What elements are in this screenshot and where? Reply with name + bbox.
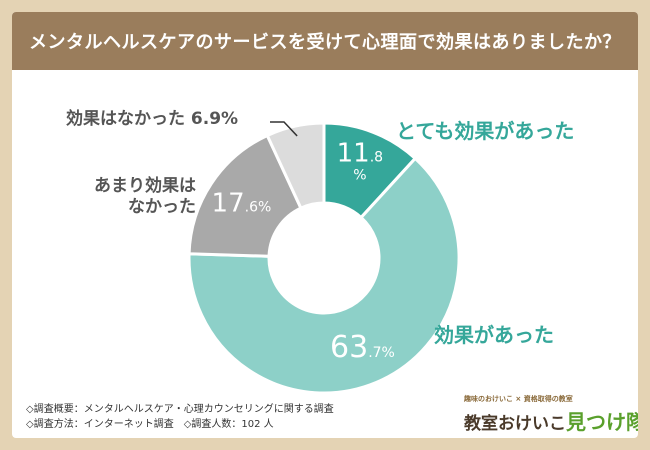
logo-name-part1: 教室おけいこ xyxy=(464,414,566,434)
slice-effective xyxy=(187,156,461,395)
value-label-effective: 63.7% xyxy=(330,330,395,365)
slice-not-effective xyxy=(265,121,326,211)
footnote-overview: ◇調査概要：メンタルヘルスケア・心理カウンセリングに関する調査 xyxy=(26,404,334,415)
chart-title: メンタルヘルスケアのサービスを受けて心理面で効果はありましたか？ xyxy=(12,12,638,70)
logo-name: 教室おけいこ見つけ隊 xyxy=(464,406,638,435)
leader-line-not-effective xyxy=(270,121,298,137)
footnote-method: ◇調査方法：インターネット調査 ◇調査人数：102 人 xyxy=(26,419,274,430)
logo-tagline: 趣味のおけいこ × 資格取得の教室 xyxy=(464,395,573,403)
donut-chart: 11.8 % 63.7% 17.6% xyxy=(187,121,461,395)
legend-label-not-very-line2: なかった xyxy=(128,197,196,218)
chart-card: メンタルヘルスケアのサービスを受けて心理面で効果はありましたか？ 11.8% 63… xyxy=(12,12,638,438)
brand-logo: 趣味のおけいこ × 資格取得の教室 教室おけいこ見つけ隊 xyxy=(464,394,638,435)
survey-footnotes: ◇調査概要：メンタルヘルスケア・心理カウンセリングに関する調査 ◇調査方法：イン… xyxy=(26,402,334,432)
legend-label-very-effective: とても効果があった xyxy=(396,119,575,143)
legend-label-not-effective: 効果はなかった 6.9% xyxy=(66,109,239,129)
value-label-very-effective: 11.8% xyxy=(337,139,383,184)
value-label-not-very-effective: 17.6% xyxy=(212,188,272,218)
logo-name-part2: 見つけ隊 xyxy=(566,410,638,434)
legend-label-not-very-line1: あまり効果は xyxy=(94,176,196,196)
legend-label-not-very-effective: あまり効果は なかった xyxy=(86,176,196,219)
slice-not-very-effective xyxy=(187,133,303,258)
legend-label-effective: 効果があった xyxy=(434,323,554,347)
